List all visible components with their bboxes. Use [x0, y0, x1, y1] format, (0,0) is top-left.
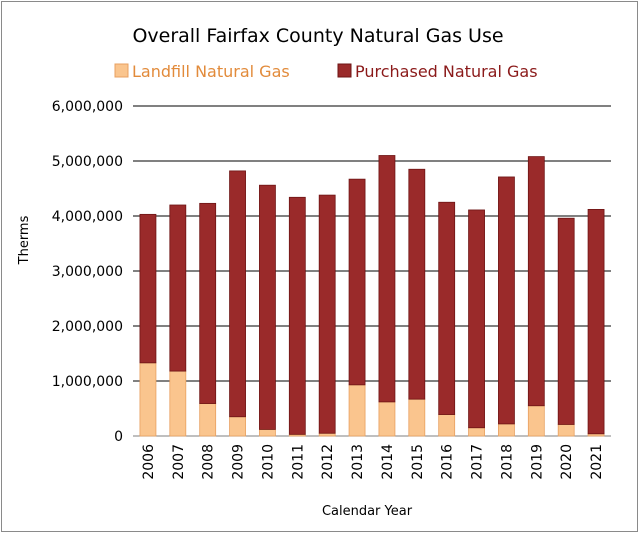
bar-purchased-2010 [259, 184, 276, 430]
bar-landfill-2008 [199, 403, 217, 437]
bar-purchased-2015 [408, 168, 426, 400]
bar-purchased-2012 [318, 194, 336, 434]
legend-label-landfill: Landfill Natural Gas [132, 62, 290, 81]
bar-landfill-2007 [169, 370, 187, 437]
bar-landfill-2020 [557, 424, 575, 437]
bars [139, 155, 605, 437]
x-tick-label: 2010 [260, 444, 276, 480]
y-tick-label: 2,000,000 [52, 319, 123, 335]
bar-purchased-2007 [169, 204, 187, 372]
y-axis-label: Therms [17, 215, 32, 265]
bar-purchased-2008 [199, 202, 217, 404]
x-tick-label: 2011 [290, 444, 306, 480]
y-tick-label: 3,000,000 [52, 264, 123, 280]
x-tick-label: 2015 [410, 444, 426, 480]
bar-landfill-2012 [318, 432, 336, 437]
legend: Landfill Natural Gas Purchased Natural G… [114, 62, 538, 81]
x-tick-label: 2008 [201, 444, 217, 480]
bar-landfill-2010 [259, 428, 276, 437]
legend-swatch-landfill [114, 63, 129, 78]
x-tick-label: 2009 [231, 444, 247, 480]
x-tick-label: 2016 [440, 444, 456, 480]
y-tick-label: 5,000,000 [52, 154, 123, 170]
x-tick-label: 2020 [559, 444, 575, 480]
bar-purchased-2021 [587, 208, 605, 435]
bar-purchased-2006 [139, 213, 157, 364]
bar-landfill-2014 [378, 401, 396, 437]
y-tick-label: 6,000,000 [52, 99, 123, 115]
y-tick-label: 0 [114, 429, 123, 445]
bar-landfill-2015 [408, 398, 426, 437]
x-axis-ticks: 2006 2007 2008 2009 2010 2011 2012 2013 2014 2015… [141, 444, 605, 480]
legend-swatch-purchased [337, 63, 352, 78]
x-tick-label: 2018 [499, 444, 515, 480]
x-tick-label: 2013 [350, 444, 366, 480]
y-tick-label: 1,000,000 [52, 374, 123, 390]
bar-purchased-2014 [378, 155, 396, 403]
bar-purchased-2011 [288, 196, 306, 435]
bar-purchased-2009 [229, 170, 246, 418]
bar-landfill-2017 [468, 427, 485, 437]
x-tick-label: 2012 [320, 444, 336, 480]
bar-landfill-2018 [498, 423, 515, 437]
bar-purchased-2017 [468, 209, 485, 429]
bar-purchased-2019 [527, 156, 545, 407]
bar-landfill-2013 [348, 384, 366, 437]
bar-landfill-2016 [438, 414, 456, 437]
x-axis-label: Calendar Year [322, 504, 413, 519]
x-tick-label: 2007 [171, 444, 187, 480]
bar-landfill-2019 [527, 405, 545, 437]
bar-purchased-2020 [557, 217, 575, 425]
x-tick-label: 2019 [529, 444, 545, 480]
bar-purchased-2016 [438, 201, 456, 415]
x-tick-label: 2014 [380, 444, 396, 480]
y-axis-ticks: 0 1,000,000 2,000,000 3,000,000 4,000,000 5,0… [52, 99, 123, 445]
x-tick-label: 2017 [470, 444, 486, 480]
bar-landfill-2006 [139, 362, 157, 437]
legend-label-purchased: Purchased Natural Gas [355, 62, 538, 81]
x-tick-label: 2021 [589, 444, 605, 480]
bar-purchased-2018 [498, 176, 515, 425]
bar-landfill-2009 [229, 416, 246, 437]
chart-title: Overall Fairfax County Natural Gas Use [132, 25, 503, 47]
x-tick-label: 2006 [141, 444, 157, 480]
bar-purchased-2013 [348, 178, 366, 386]
y-tick-label: 4,000,000 [52, 209, 123, 225]
